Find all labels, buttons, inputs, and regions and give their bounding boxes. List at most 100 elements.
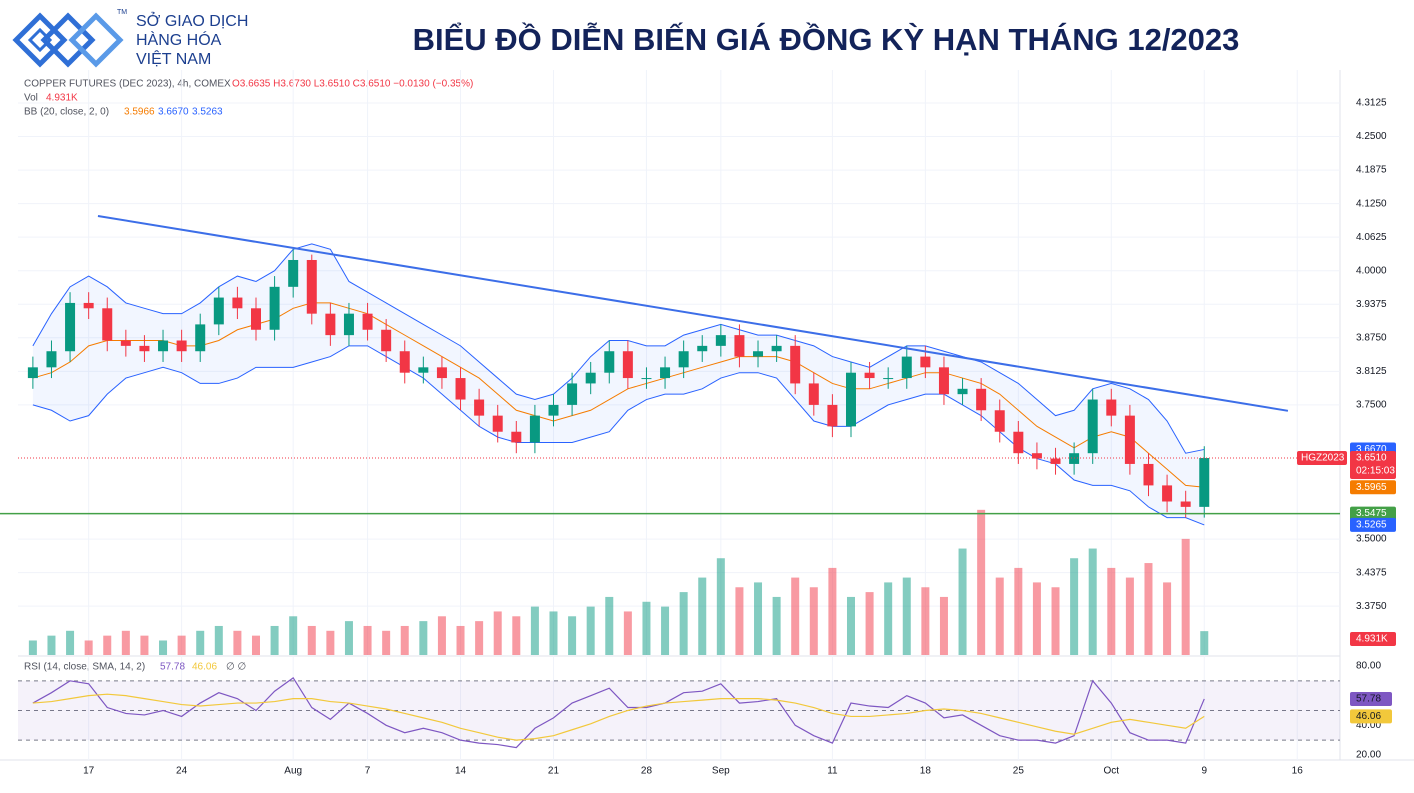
candle-body <box>65 302 76 352</box>
candle-body <box>213 297 224 325</box>
volume-bar <box>865 592 874 655</box>
symbol-badge <box>1297 451 1347 466</box>
logo-text: VIỆT NAM <box>136 49 211 68</box>
logo-tm: TM <box>117 9 127 16</box>
candle-body <box>158 340 169 352</box>
candle-body <box>1143 463 1154 486</box>
bb-fill <box>32 243 1205 525</box>
price-badge-label: 3.5475 <box>1356 508 1387 519</box>
volume-bar <box>289 616 298 655</box>
price-badge <box>1350 506 1396 521</box>
bb-line <box>32 302 1205 488</box>
candle-body <box>1087 399 1098 454</box>
candle-body <box>511 431 522 443</box>
candle-body <box>436 367 447 379</box>
rsi-legend-value: 57.78 <box>160 662 185 673</box>
candle-body <box>120 340 131 346</box>
candle-body <box>529 415 540 443</box>
candle-body <box>883 378 894 380</box>
trendline <box>97 214 1289 412</box>
plot <box>0 70 1340 760</box>
symbol-badge-label: HGZ2023 <box>1301 453 1345 464</box>
volume-bar <box>1125 577 1134 655</box>
volume-bar <box>1200 631 1209 655</box>
volume-bar <box>679 592 688 655</box>
volume-bar <box>400 625 409 655</box>
candle-body <box>381 329 392 352</box>
y-tick-label: 3.8750 <box>1356 332 1387 343</box>
volume-bar <box>623 611 632 655</box>
rsi-tick-label: 20.00 <box>1356 750 1381 761</box>
candle-body <box>306 259 317 314</box>
volume-bar <box>382 630 391 655</box>
volume-bar <box>1070 558 1079 655</box>
volume-bar <box>1032 582 1041 655</box>
rsi-band <box>18 680 1340 741</box>
volume-bar <box>66 630 75 655</box>
candle-body <box>1199 458 1210 507</box>
volume-bar <box>233 630 242 655</box>
bb-line <box>32 243 1205 454</box>
price-badge <box>1350 451 1396 480</box>
volume-bar <box>902 577 911 655</box>
volume-bar <box>530 606 539 655</box>
bb-legend-value: 3.5966 <box>124 107 155 118</box>
candle-body <box>994 410 1005 432</box>
rsi-title: RSI (14, close, SMA, 14, 2) <box>24 662 145 673</box>
volume-bar <box>159 640 168 655</box>
candle-body <box>1031 453 1042 459</box>
x-tick-label: 16 <box>1292 766 1304 777</box>
x-tick-label: 28 <box>641 766 653 777</box>
price-badge-label: 3.5265 <box>1356 519 1387 530</box>
volume-bar <box>121 630 130 655</box>
rsi-badge <box>1350 691 1392 706</box>
volume-bar <box>475 621 484 655</box>
bb-title: BB (20, close, 2, 0) <box>24 107 109 118</box>
volume-bar <box>809 587 818 655</box>
ohlc: O3.6635 H3.6730 L3.6510 C3.6510 −0.0130 … <box>232 79 473 90</box>
price-badge-label: 3.6670 <box>1356 444 1387 455</box>
candle-body <box>139 345 150 352</box>
candle-body <box>418 367 429 373</box>
price-badge-label: 3.6510 <box>1356 453 1387 464</box>
candle-body <box>83 302 94 309</box>
volume-bar <box>846 596 855 655</box>
candle-body <box>864 372 875 379</box>
y-tick-label: 4.0625 <box>1356 232 1387 243</box>
candle-body <box>976 388 987 411</box>
rsi-line <box>32 677 1205 749</box>
volume-bar <box>735 587 744 655</box>
volume-bar <box>958 548 967 655</box>
symbol: COPPER FUTURES (DEC 2023), 4h, COMEX <box>24 79 231 90</box>
rsi-tick-label: 40.00 <box>1356 720 1381 731</box>
volume-bar <box>568 616 577 655</box>
candle-body <box>46 351 57 368</box>
volume-bar <box>921 587 930 655</box>
rsi-tick-label: 80.00 <box>1356 661 1381 672</box>
candle-body <box>734 335 745 357</box>
x-tick-label: Oct <box>1104 766 1120 777</box>
candle-body <box>957 388 968 395</box>
volume-bar <box>884 582 893 655</box>
vol-value: 4.931K <box>46 93 78 104</box>
rsi-badge <box>1350 709 1392 724</box>
volume-bar <box>661 606 670 655</box>
volume-bar <box>326 630 335 655</box>
candle-body <box>195 324 206 352</box>
candle-body <box>288 259 299 287</box>
volume-bar <box>1014 567 1023 655</box>
candle-body <box>474 399 485 416</box>
candle-body <box>845 372 856 427</box>
logo-text: HÀNG HÓA <box>136 30 222 49</box>
volume-bar <box>1107 567 1116 655</box>
rsi-extra: ∅ ∅ <box>226 662 246 673</box>
volume-bar <box>512 616 521 655</box>
volume-bar <box>214 625 223 655</box>
candle-body <box>325 313 336 336</box>
volume-bar <box>1163 582 1172 655</box>
volume-bar <box>977 509 986 655</box>
candle-body <box>362 313 373 330</box>
candle-body <box>548 404 559 416</box>
candle-body <box>269 286 280 330</box>
volume-bar <box>754 582 763 655</box>
